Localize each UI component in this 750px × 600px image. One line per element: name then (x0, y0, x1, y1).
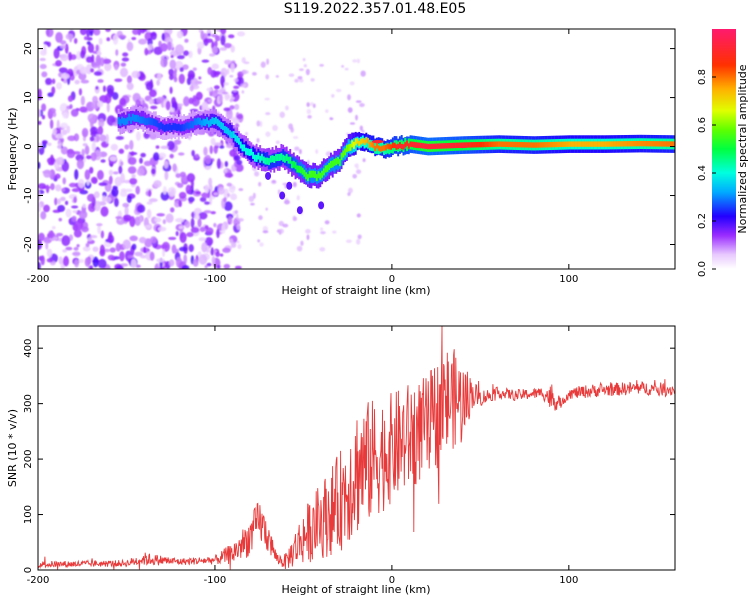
snr-y-tick-label: 100 (23, 505, 34, 524)
snr-y-tick-label: 200 (23, 450, 34, 469)
ridge-peaks (265, 140, 469, 215)
snr-x-tick-label: 0 (389, 575, 395, 586)
colorbar-tick-label: 0.4 (697, 165, 708, 181)
spectrogram-x-tick-label: -100 (204, 274, 227, 285)
spectrogram-x-ticks: -200 -100 0 100 (27, 29, 578, 285)
colorbar-gradient (712, 29, 736, 269)
spectrogram-frame (37, 28, 676, 270)
colorbar-tick-label: 0.0 (697, 261, 708, 277)
spectrogram-y-ticks: -20 -10 0 10 20 (23, 42, 675, 253)
colorbar-tick-label: 0.2 (697, 213, 708, 229)
spectrogram-x-tick-label: -200 (27, 274, 50, 285)
spectrogram-y-tick-label: 10 (23, 91, 34, 104)
colorbar-ticks: 0.0 0.2 0.4 0.6 0.8 (697, 69, 716, 277)
spectrogram-y-tick-label: 20 (23, 42, 34, 55)
spectrogram-y-tick-label: -10 (23, 187, 34, 203)
snr-y-tick-label: 0 (23, 567, 34, 573)
snr-x-ticks: -200 -100 0 100 (27, 326, 578, 586)
snr-x-tick-label: -100 (204, 575, 227, 586)
spectrogram-noise (38, 29, 366, 269)
spectrogram-x-tick-label: 0 (389, 274, 395, 285)
spectrogram-ridge (117, 104, 675, 215)
colorbar-tick-label: 0.6 (697, 117, 708, 133)
figure-title: S119.2022.357.01.48.E05 (283, 1, 467, 17)
colorbar-tick-label: 0.8 (697, 69, 708, 85)
spectrogram-x-label: Height of straight line (km) (281, 284, 430, 297)
spectrogram-x-tick-label: 100 (559, 274, 578, 285)
ridge-band-core (117, 113, 675, 182)
snr-panel: -200 -100 0 100 0 100 200 300 400 Height of str… (6, 325, 676, 596)
snr-series-line (38, 326, 675, 570)
colorbar: 0.0 0.2 0.4 0.6 0.8 Normalized spectral ampl… (697, 29, 749, 277)
snr-y-tick-label: 400 (23, 339, 34, 358)
snr-y-ticks: 0 100 200 300 400 (23, 339, 675, 573)
colorbar-label: Normalized spectral amplitude (736, 64, 749, 233)
snr-x-label: Height of straight line (km) (281, 583, 430, 596)
snr-y-label: SNR (10 * v/v) (6, 409, 19, 487)
snr-x-tick-label: 100 (559, 575, 578, 586)
spectrogram-y-tick-label: 0 (23, 143, 34, 149)
snr-x-tick-label: -200 (27, 575, 50, 586)
snr-y-tick-label: 300 (23, 394, 34, 413)
snr-frame (37, 325, 676, 571)
spectrogram-y-label: Frequency (Hz) (6, 108, 19, 191)
spectrogram-y-tick-label: -20 (23, 236, 34, 252)
